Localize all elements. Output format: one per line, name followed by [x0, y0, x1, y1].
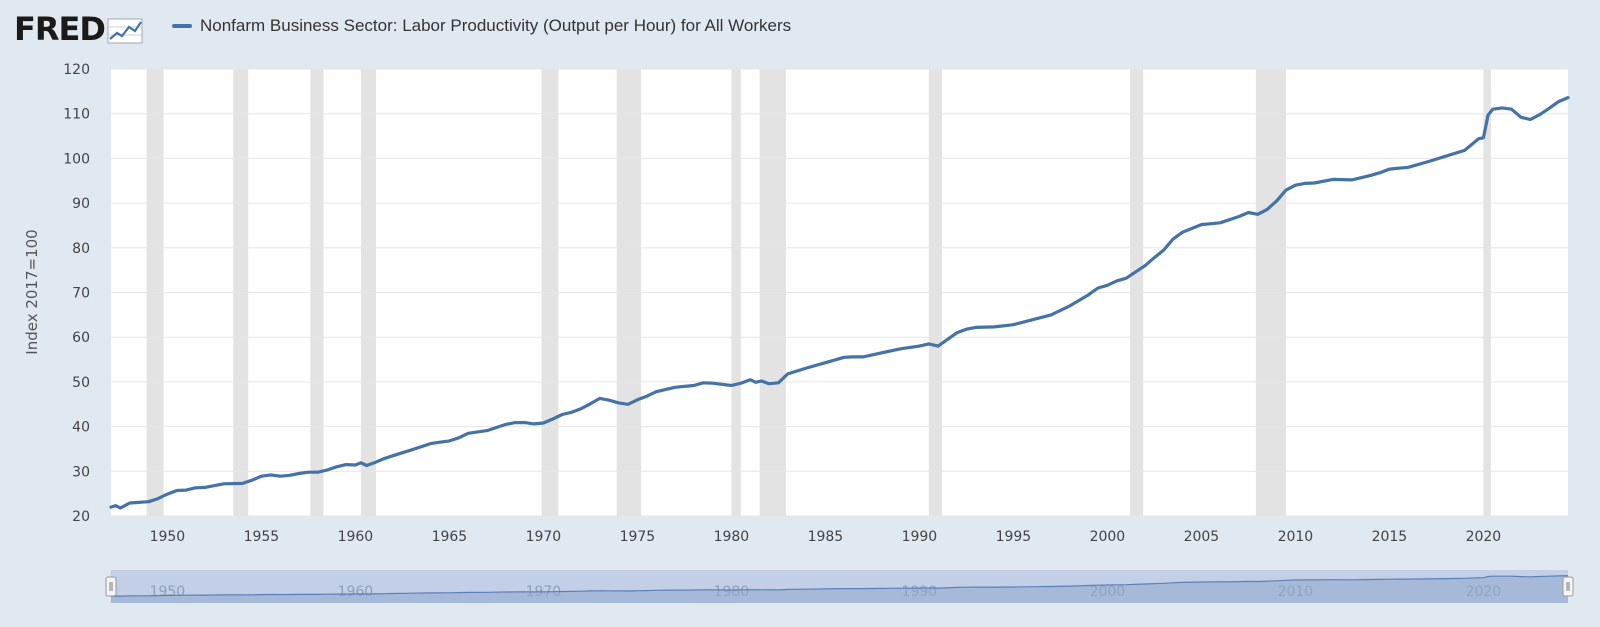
x-tick-label-2015: 2015: [1372, 529, 1408, 545]
x-tick-label-1985: 1985: [808, 529, 844, 545]
grid-lines: [111, 68, 1568, 517]
y-tick-label-80: 80: [72, 241, 90, 257]
x-tick-label-2010: 2010: [1278, 529, 1314, 545]
legend-swatch: [172, 24, 192, 28]
navigator-handle-right[interactable]: [1562, 576, 1574, 597]
x-tick-label-1950: 1950: [150, 529, 186, 545]
x-tick-label-1990: 1990: [902, 529, 938, 545]
x-axis-ticks: 1950 1955 1960 1965 1970 1975 1980 1985 1990 1995…: [150, 529, 1502, 545]
y-tick-label-50: 50: [72, 375, 90, 391]
y-tick-label-20: 20: [72, 509, 90, 525]
trend-graph-icon: [107, 18, 143, 44]
y-tick-label-90: 90: [72, 196, 90, 212]
x-tick-label-2000: 2000: [1090, 529, 1126, 545]
chart-legend[interactable]: Nonfarm Business Sector: Labor Productiv…: [172, 16, 791, 36]
y-tick-label-70: 70: [72, 286, 90, 302]
x-tick-label-1960: 1960: [338, 529, 374, 545]
x-tick-label-1955: 1955: [244, 529, 280, 545]
x-tick-label-2020: 2020: [1466, 529, 1502, 545]
y-tick-label-120: 120: [63, 62, 90, 78]
y-axis-ticks: 20 30 40 50 60 70 80 90 100 110 120: [63, 62, 90, 525]
x-tick-label-1980: 1980: [714, 529, 750, 545]
y-tick-label-40: 40: [72, 420, 90, 436]
fred-logo-text: FRED: [14, 10, 106, 48]
x-tick-label-1995: 1995: [996, 529, 1032, 545]
legend-label: Nonfarm Business Sector: Labor Productiv…: [200, 16, 792, 35]
navigator-series-line: [110, 575, 1569, 597]
navigator-handle-left[interactable]: [105, 576, 117, 597]
y-tick-label-110: 110: [63, 107, 90, 123]
y-tick-label-30: 30: [72, 464, 90, 480]
fred-logo[interactable]: FRED: [14, 11, 143, 47]
x-tick-label-1975: 1975: [620, 529, 656, 545]
chart-header: FRED Nonfarm Business Sector: Labor Prod…: [0, 0, 1600, 60]
x-tick-label-1970: 1970: [526, 529, 562, 545]
x-tick-label-2005: 2005: [1184, 529, 1220, 545]
series-line-labor-productivity[interactable]: [109, 95, 1570, 510]
x-tick-label-1965: 1965: [432, 529, 468, 545]
y-axis-title: Index 2017=100: [23, 229, 41, 354]
y-tick-label-100: 100: [63, 151, 90, 167]
y-tick-label-60: 60: [72, 330, 90, 346]
navigator[interactable]: 19501960197019801990200020102020: [105, 570, 1574, 603]
